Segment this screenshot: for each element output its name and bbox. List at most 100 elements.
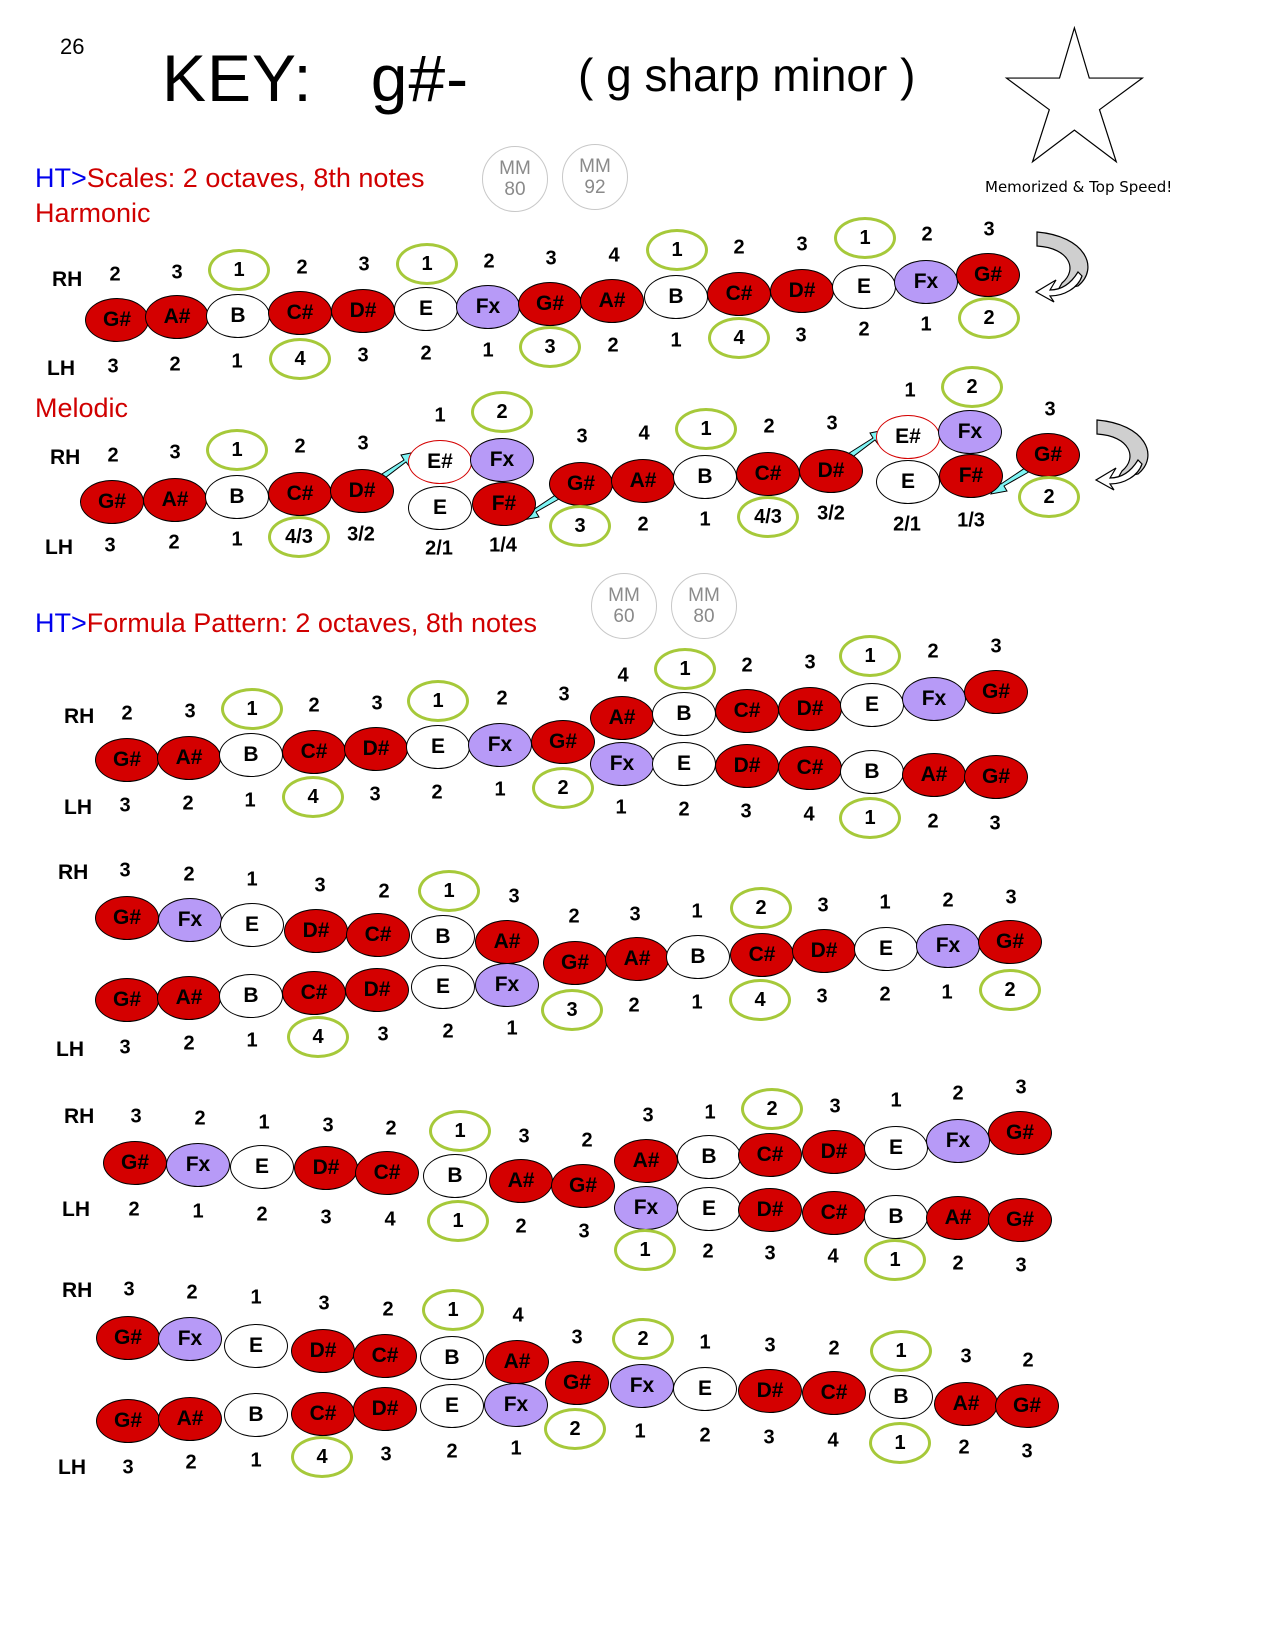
tempo-badge-80[interactable]: MM 80 (482, 146, 548, 212)
note-oval: A# (475, 920, 539, 964)
fingering-number: 2 (183, 863, 195, 886)
tempo-badge-80b[interactable]: MM 80 (671, 573, 737, 639)
fingering-number: 2 (128, 1198, 140, 1221)
note-oval: B (205, 475, 269, 519)
fingering-number: 1 (941, 981, 953, 1004)
fingering-thumb-ring: 3 (549, 505, 611, 547)
fingering-thumb-ring: 1 (208, 249, 270, 291)
fingering-number: 1 (699, 1331, 711, 1354)
fingering-number: 3 (130, 1105, 142, 1128)
fingering-number: 3 (826, 412, 838, 435)
note-oval: D# (294, 1146, 358, 1190)
tempo-badge-60[interactable]: MM 60 (591, 573, 657, 639)
fingering-number: 3 (983, 218, 995, 241)
note-oval: C# (291, 1392, 355, 1436)
note-oval: B (673, 455, 737, 499)
note-oval: E (876, 460, 940, 504)
fingering-number: 4 (384, 1208, 396, 1231)
note-oval: A# (580, 279, 644, 323)
note-oval: Fx (916, 924, 980, 968)
fingering-thumb-ring: 1 (429, 1110, 491, 1152)
fingering-number: 2 (294, 435, 306, 458)
note-oval: Fx (894, 260, 958, 304)
note-oval: B (840, 750, 904, 794)
fingering-number: 1 (506, 1017, 518, 1040)
fingering-number: 3 (119, 794, 131, 817)
tempo-badge-92[interactable]: MM 92 (562, 144, 628, 210)
note-oval: B (206, 294, 270, 338)
note-oval: Fx (610, 1364, 674, 1408)
note-oval: G# (95, 896, 159, 940)
right-hand-label: RH (62, 1279, 93, 1302)
fingering-number: 3 (829, 1095, 841, 1118)
note-oval: Fx (926, 1119, 990, 1163)
star-caption: Memorized & Top Speed! (985, 178, 1173, 196)
fingering-number: 2 (121, 702, 133, 725)
fingering-number: 3 (318, 1292, 330, 1315)
fingering-number: 3 (740, 800, 752, 823)
note-oval: G# (531, 720, 595, 764)
fingering-number: 3 (816, 985, 828, 1008)
note-oval: G# (956, 253, 1020, 297)
ht-prefix: HT> (35, 608, 87, 638)
note-oval: C# (738, 1133, 802, 1177)
note-oval: F# (472, 482, 536, 526)
right-hand-label: RH (50, 446, 81, 469)
fingering-number: 3 (122, 1456, 134, 1479)
left-hand-label: LH (56, 1038, 84, 1061)
fingering-thumb-ring: 2 (612, 1318, 674, 1360)
fingering-number: 1/4 (489, 534, 517, 557)
note-oval: Fx (484, 1383, 548, 1427)
fingering-thumb-ring: 1 (654, 648, 716, 690)
fingering-thumb-ring: 2 (730, 887, 792, 929)
note-oval: E (420, 1384, 484, 1428)
fingering-number: 1 (482, 339, 494, 362)
note-oval: E (673, 1367, 737, 1411)
fingering-thumb-ring: 1 (675, 408, 737, 450)
fingering-number: 1 (691, 900, 703, 923)
fingering-thumb-ring: 2 (532, 767, 594, 809)
fingering-thumb-ring: 1 (422, 1289, 484, 1331)
fingering-number: 3 (320, 1206, 332, 1229)
note-oval: E (408, 486, 472, 530)
note-oval: B (411, 915, 475, 959)
fingering-thumb-ring: 1 (407, 680, 469, 722)
note-oval: E (652, 742, 716, 786)
fingering-number: 2 (952, 1252, 964, 1275)
star-icon[interactable] (1000, 25, 1150, 166)
note-oval: G# (545, 1361, 609, 1405)
note-oval: G# (964, 755, 1028, 799)
fingering-number: 3 (380, 1443, 392, 1466)
fingering-number: 1 (250, 1449, 262, 1472)
fingering-number: 2 (927, 810, 939, 833)
fingering-thumb-ring: 3 (541, 989, 603, 1031)
fingering-thumb-ring: 2 (471, 391, 533, 433)
note-oval: E (411, 965, 475, 1009)
fingering-number: 2 (733, 236, 745, 259)
note-oval: E (864, 1126, 928, 1170)
fingering-number: 3 (1044, 398, 1056, 421)
fingering-number: 1 (615, 796, 627, 819)
note-oval: D# (778, 687, 842, 731)
fingering-thumb-ring: 4/3 (268, 516, 330, 558)
note-oval: Fx (938, 410, 1002, 454)
note-oval: E (832, 265, 896, 309)
fingering-thumb-ring: 1 (427, 1200, 489, 1242)
fingering-thumb-ring: 1 (839, 797, 901, 839)
note-oval: B (224, 1393, 288, 1437)
note-oval: B (677, 1135, 741, 1179)
note-oval: F# (939, 454, 1003, 498)
fingering-number: 2 (107, 444, 119, 467)
formula-heading-label: Formula Pattern: 2 octaves, 8th notes (86, 608, 537, 638)
note-oval: Fx (158, 1317, 222, 1361)
fingering-number: 3 (642, 1104, 654, 1127)
fingering-number: 2 (702, 1240, 714, 1263)
note-oval: E (840, 683, 904, 727)
note-oval: A# (614, 1139, 678, 1183)
note-oval: B (423, 1154, 487, 1198)
note-oval: Fx (475, 963, 539, 1007)
harmonic-label: Harmonic (35, 198, 151, 228)
note-oval: C# (715, 689, 779, 733)
note-oval: A# (902, 753, 966, 797)
fingering-number: 2 (186, 1281, 198, 1304)
